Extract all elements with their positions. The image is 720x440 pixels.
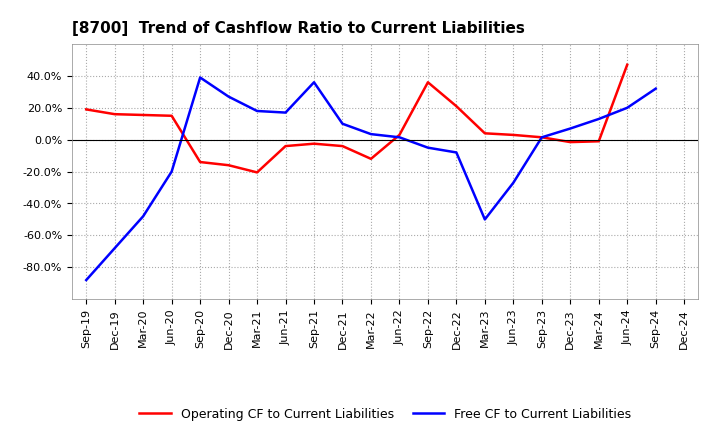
Free CF to Current Liabilities: [595, 116, 603, 121]
Operating CF to Current Liabilities: [338, 143, 347, 149]
Free CF to Current Liabilities: [395, 135, 404, 140]
Operating CF to Current Liabilities: [82, 107, 91, 112]
Operating CF to Current Liabilities: [566, 139, 575, 145]
Free CF to Current Liabilities: [225, 94, 233, 99]
Operating CF to Current Liabilities: [423, 80, 432, 85]
Operating CF to Current Liabilities: [480, 131, 489, 136]
Free CF to Current Liabilities: [537, 135, 546, 140]
Free CF to Current Liabilities: [110, 246, 119, 251]
Operating CF to Current Liabilities: [282, 143, 290, 149]
Free CF to Current Liabilities: [623, 105, 631, 110]
Free CF to Current Liabilities: [167, 169, 176, 174]
Operating CF to Current Liabilities: [595, 139, 603, 144]
Legend: Operating CF to Current Liabilities, Free CF to Current Liabilities: Operating CF to Current Liabilities, Fre…: [135, 403, 636, 425]
Free CF to Current Liabilities: [566, 126, 575, 131]
Operating CF to Current Liabilities: [310, 141, 318, 147]
Free CF to Current Liabilities: [480, 217, 489, 222]
Operating CF to Current Liabilities: [167, 113, 176, 118]
Operating CF to Current Liabilities: [623, 62, 631, 67]
Operating CF to Current Liabilities: [537, 135, 546, 140]
Free CF to Current Liabilities: [452, 150, 461, 155]
Operating CF to Current Liabilities: [139, 112, 148, 117]
Operating CF to Current Liabilities: [366, 156, 375, 161]
Operating CF to Current Liabilities: [509, 132, 518, 138]
Free CF to Current Liabilities: [310, 80, 318, 85]
Operating CF to Current Liabilities: [225, 162, 233, 168]
Operating CF to Current Liabilities: [253, 170, 261, 175]
Free CF to Current Liabilities: [366, 132, 375, 137]
Line: Free CF to Current Liabilities: Free CF to Current Liabilities: [86, 77, 656, 280]
Free CF to Current Liabilities: [82, 278, 91, 283]
Operating CF to Current Liabilities: [196, 159, 204, 165]
Free CF to Current Liabilities: [423, 145, 432, 150]
Free CF to Current Liabilities: [139, 213, 148, 219]
Free CF to Current Liabilities: [652, 86, 660, 91]
Free CF to Current Liabilities: [253, 108, 261, 114]
Operating CF to Current Liabilities: [395, 132, 404, 138]
Operating CF to Current Liabilities: [110, 111, 119, 117]
Free CF to Current Liabilities: [338, 121, 347, 126]
Text: [8700]  Trend of Cashflow Ratio to Current Liabilities: [8700] Trend of Cashflow Ratio to Curren…: [72, 21, 525, 36]
Free CF to Current Liabilities: [509, 180, 518, 185]
Free CF to Current Liabilities: [196, 75, 204, 80]
Line: Operating CF to Current Liabilities: Operating CF to Current Liabilities: [86, 65, 627, 172]
Free CF to Current Liabilities: [282, 110, 290, 115]
Operating CF to Current Liabilities: [452, 103, 461, 109]
